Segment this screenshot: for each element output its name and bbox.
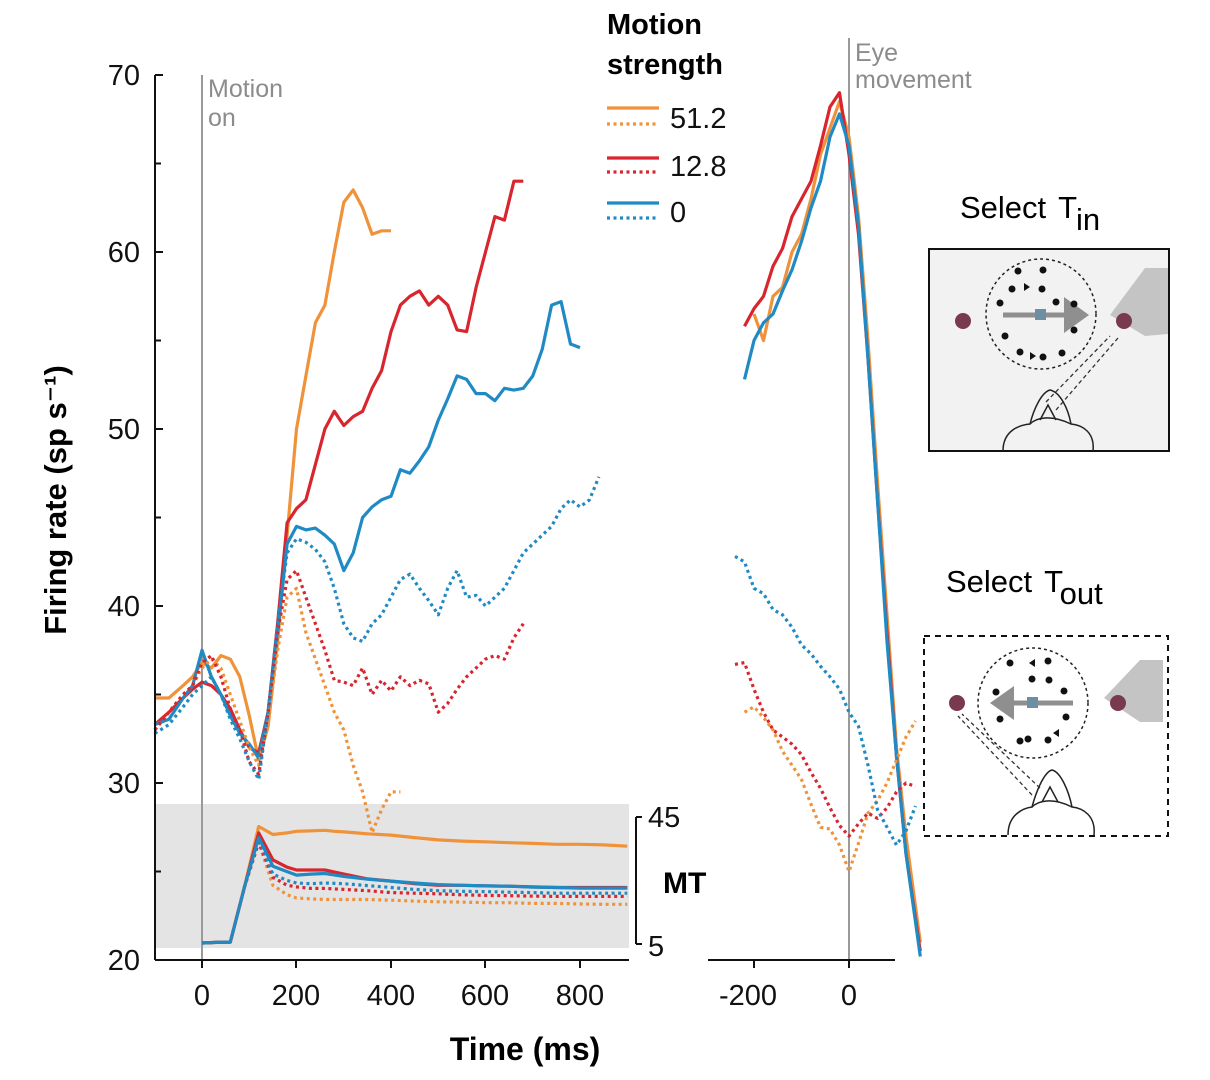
tout-fixation — [1027, 697, 1038, 708]
tout-dots — [992, 657, 1070, 745]
legend-label-0: 0 — [670, 197, 686, 229]
y-axis-label: Firing rate (sp s⁻¹) — [38, 365, 73, 635]
left-series-tout-51-2 — [153, 586, 401, 835]
right-series-tout-0 — [734, 555, 917, 847]
tout-aperture — [977, 647, 1089, 759]
x-tick-label-right-0: 0 — [841, 980, 857, 1012]
select-tin-t: T — [1058, 190, 1077, 225]
legend-label-12: 12.8 — [670, 151, 726, 183]
tin-fixation — [1035, 309, 1046, 320]
x-tick-label-neg200: -200 — [719, 980, 777, 1012]
select-tout-sub: out — [1060, 576, 1103, 611]
x-tick-label-800: 800 — [556, 980, 604, 1012]
y-tick-label-30: 30 — [108, 768, 140, 800]
tout-monkey-head — [1007, 769, 1095, 836]
mt-series-tout-51-2 — [201, 840, 628, 945]
y-tick-label-40: 40 — [108, 591, 140, 623]
legend-title-2: strength — [607, 49, 723, 81]
select-tout-title: Select Tout — [946, 564, 1103, 611]
legend: Motion strength 51.2 12.8 0 — [607, 9, 726, 229]
y-tick-label-20: 20 — [108, 945, 140, 977]
mt-series-tout-12-8 — [201, 840, 628, 945]
x-axis-left — [155, 959, 629, 968]
select-tin-word: Select — [960, 190, 1047, 225]
tin-dots — [996, 266, 1078, 361]
y-tick-label-70: 70 — [108, 60, 140, 92]
y-axis — [154, 74, 163, 961]
x-tick-label-600: 600 — [461, 980, 509, 1012]
schematic-select-tout: Select Tout — [923, 564, 1169, 837]
y-tick-label-50: 50 — [108, 414, 140, 446]
tout-left-target — [949, 695, 965, 711]
tout-frame — [923, 635, 1169, 837]
left-series-tout-12-8 — [153, 568, 525, 776]
x-tick-label-400: 400 — [367, 980, 415, 1012]
mt-series-group — [201, 824, 628, 945]
legend-title-1: Motion — [607, 9, 702, 41]
select-tout-t: T — [1044, 564, 1063, 599]
tin-arrow-head — [1064, 297, 1089, 333]
mt-inset-background — [155, 804, 629, 948]
tin-left-target — [955, 313, 971, 329]
right-series-tin-12-8 — [743, 91, 922, 952]
motion-on-label-1: Motion — [208, 75, 283, 103]
right-series-tin-0 — [742, 112, 922, 957]
mt-tick-5: 5 — [648, 931, 664, 963]
x-tick-label-200: 200 — [272, 980, 320, 1012]
select-tout-word: Select — [946, 564, 1033, 599]
schematic-select-tin: Select Tin — [928, 190, 1170, 452]
mt-label: MT — [663, 867, 706, 900]
x-axis-label: Time (ms) — [450, 1031, 601, 1067]
left-series-tout-0 — [153, 476, 601, 782]
right-series-tin-51-2 — [752, 99, 922, 943]
y-tick-label-60: 60 — [108, 237, 140, 269]
eye-movement-label-1: Eye — [855, 39, 898, 67]
tin-aperture — [985, 258, 1097, 370]
x-tick-label-0: 0 — [194, 980, 210, 1012]
eye-movement-label-2: movement — [855, 66, 972, 94]
mt-series-tin-51-2 — [201, 824, 628, 945]
legend-label-51: 51.2 — [670, 103, 726, 135]
left-series-tin-0 — [154, 300, 581, 760]
mt-tick-45: 45 — [648, 802, 680, 834]
select-tin-sub: in — [1076, 202, 1100, 237]
tout-arrow-head — [990, 686, 1014, 720]
tin-frame — [928, 248, 1170, 452]
mt-series-tout-0 — [201, 837, 628, 945]
x-axis-right — [708, 959, 895, 968]
motion-on-label-2: on — [208, 104, 236, 132]
tin-monkey-head — [1002, 389, 1094, 452]
select-tin-title: Select Tin — [960, 190, 1100, 237]
right-series-group — [734, 91, 922, 957]
right-series-tout-12-8 — [734, 660, 917, 838]
right-series-tout-51-2 — [743, 705, 917, 874]
left-series-group — [153, 179, 601, 835]
tin-sight-lines — [1045, 335, 1119, 411]
tin-right-target — [1116, 313, 1132, 329]
tout-right-target — [1110, 695, 1126, 711]
mt-axis — [635, 816, 642, 945]
tout-sight-lines — [957, 713, 1041, 796]
